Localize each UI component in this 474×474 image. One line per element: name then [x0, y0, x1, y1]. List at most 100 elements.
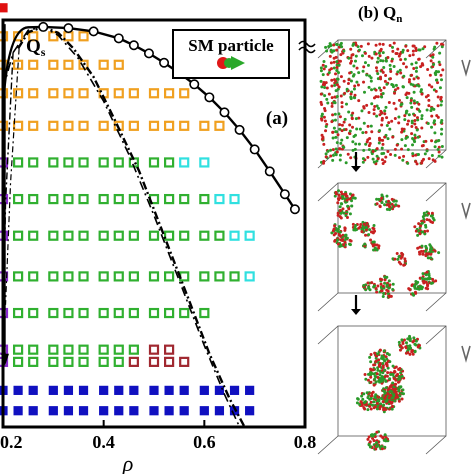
marker-blue: [179, 385, 189, 395]
marker-green: [28, 344, 39, 355]
marker-green: [148, 307, 160, 319]
panel-a-label: (a): [266, 108, 288, 129]
marker-orange: [164, 120, 175, 131]
marker-green: [199, 193, 210, 205]
marker-blue: [149, 385, 159, 395]
marker-orange: [148, 88, 160, 99]
marker-green: [48, 193, 59, 205]
x-tick-label: 0.8: [294, 432, 317, 452]
transition-arrow-head: [351, 309, 361, 315]
panel-b-title: (b) Qn: [358, 3, 402, 25]
marker-green: [113, 157, 124, 168]
marker-green: [78, 193, 89, 205]
plot-frame: [1, 18, 307, 429]
marker-orange: [78, 88, 89, 99]
marker-blue: [28, 406, 38, 416]
legend-text: SM particle: [188, 36, 274, 55]
marker-green: [48, 307, 59, 319]
marker-green: [98, 356, 109, 367]
marker-green: [148, 157, 160, 168]
marker-green: [63, 344, 74, 355]
marker-blue: [99, 385, 109, 395]
marker-orange: [63, 88, 74, 99]
marker-green: [28, 356, 39, 367]
marker-blue: [78, 406, 89, 416]
marker-green: [78, 271, 89, 282]
marker-blue: [164, 385, 174, 395]
marker-orange: [48, 88, 59, 99]
phase-boundary-point: [189, 79, 200, 90]
marker-green: [12, 356, 24, 367]
marker-cyan: [244, 271, 255, 282]
phase-boundary-point: [38, 21, 49, 32]
phase-boundary-point: [128, 40, 139, 51]
marker-cyan: [179, 157, 190, 168]
marker-blue: [129, 385, 139, 395]
marker-blue: [48, 406, 58, 416]
marker-green: [48, 157, 59, 168]
sm-particle-icon: [217, 56, 245, 70]
phase-boundary-point: [63, 23, 74, 34]
marker-green: [128, 344, 139, 355]
marker-green: [63, 193, 74, 205]
marker-orange: [28, 120, 39, 131]
marker-orange: [78, 120, 89, 131]
marker-blue: [179, 406, 189, 416]
phase-boundary-point: [289, 204, 300, 215]
x-axis-label: ρ: [122, 451, 134, 474]
marker-maroon: [148, 356, 160, 367]
marker-blue: [28, 385, 38, 395]
marker-green: [98, 271, 109, 282]
marker-green: [48, 344, 59, 355]
marker-blue: [13, 406, 23, 416]
marker-blue: [245, 385, 255, 395]
marker-green: [28, 307, 39, 319]
phase-boundary-point: [88, 26, 99, 37]
marker-green: [98, 344, 109, 355]
marker-blue: [199, 385, 209, 395]
marker-orange: [28, 31, 39, 42]
marker-blue: [229, 385, 240, 395]
marker-maroon: [164, 356, 175, 367]
qs-label: Qs: [26, 36, 46, 59]
marker-blue: [245, 406, 255, 416]
marker-green: [164, 157, 175, 168]
marker-green: [164, 271, 175, 282]
marker-green: [128, 230, 139, 241]
marker-green: [113, 193, 124, 205]
marker-blue: [63, 406, 74, 416]
phase-boundary-point: [249, 144, 260, 155]
marker-cyan: [199, 157, 210, 168]
svg-text:Qs: Qs: [26, 36, 46, 59]
phase-boundary-point: [204, 92, 215, 103]
marker-cyan: [244, 230, 255, 241]
marker-blue: [78, 385, 89, 395]
marker-green: [12, 193, 24, 205]
marker-green: [164, 307, 175, 319]
marker-orange: [164, 88, 175, 99]
marker-green: [164, 230, 175, 241]
marker-green: [148, 230, 160, 241]
marker-green: [179, 193, 190, 205]
marker-green: [12, 230, 24, 241]
marker-blue: [199, 406, 209, 416]
snapshot-disordered: [317, 39, 471, 169]
marker-green: [128, 271, 139, 282]
marker-green: [63, 307, 74, 319]
marker-maroon: [128, 356, 139, 367]
marker-green: [98, 230, 109, 241]
cut-off-glyph: [461, 202, 471, 220]
marker-orange: [12, 88, 24, 99]
marker-green: [214, 230, 225, 241]
marker-orange: [48, 59, 59, 70]
legend: SM particle: [172, 29, 290, 79]
x-tick-label: 0.4: [92, 432, 115, 452]
marker-maroon: [164, 344, 175, 355]
marker-green: [113, 344, 124, 355]
marker-orange: [113, 59, 124, 70]
marker-orange: [214, 120, 225, 131]
marker-green: [48, 271, 59, 282]
marker-green: [113, 307, 124, 319]
marker-blue: [214, 385, 225, 395]
marker-blue: [48, 385, 58, 395]
